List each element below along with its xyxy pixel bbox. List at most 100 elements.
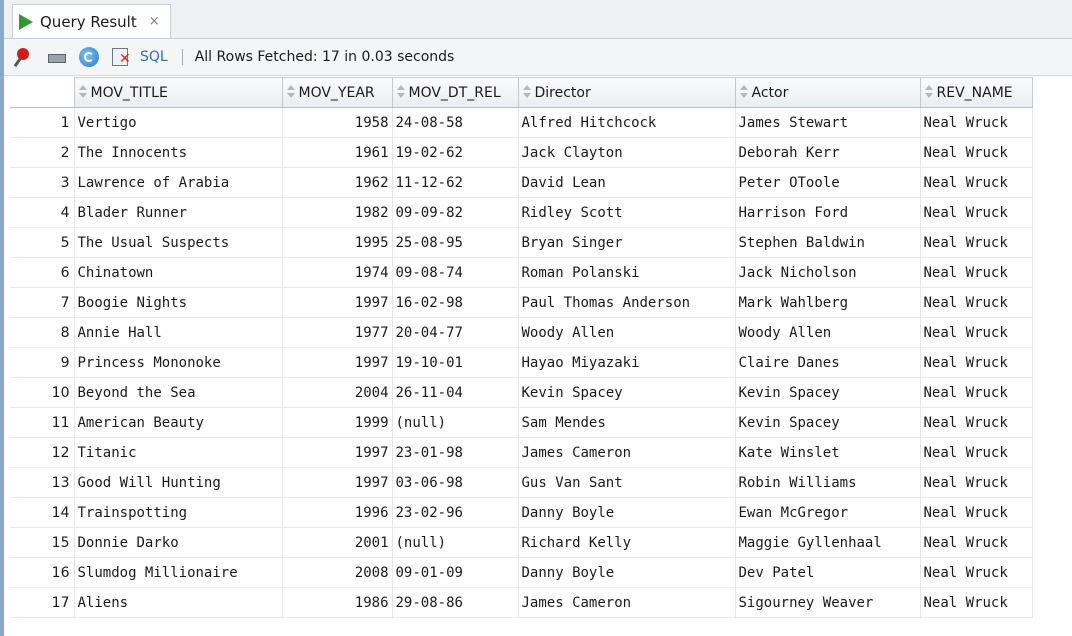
cell-actor[interactable]: Jack Nicholson: [735, 257, 921, 288]
cell-director[interactable]: David Lean: [518, 167, 736, 198]
cell-actor[interactable]: Dev Patel: [735, 557, 921, 588]
cell-mov-title[interactable]: Good Will Hunting: [74, 467, 283, 498]
cell-actor[interactable]: Woody Allen: [735, 317, 921, 348]
sql-button[interactable]: SQL: [140, 49, 168, 65]
cell-rev-name[interactable]: Neal Wruck: [920, 227, 1033, 258]
cell-mov-dt-rel[interactable]: 23-02-96: [392, 497, 519, 528]
row-number[interactable]: 4: [10, 197, 75, 228]
cell-mov-year[interactable]: 1997: [282, 347, 393, 378]
cell-mov-dt-rel[interactable]: 23-01-98: [392, 437, 519, 468]
cell-director[interactable]: Kevin Spacey: [518, 377, 736, 408]
cell-mov-dt-rel[interactable]: (null): [392, 407, 519, 438]
cell-mov-year[interactable]: 1977: [282, 317, 393, 348]
cell-actor[interactable]: Kevin Spacey: [735, 377, 921, 408]
row-number[interactable]: 16: [10, 557, 75, 588]
table-row[interactable]: 12 Titanic 1997 23-01-98 James Cameron Kate W…: [10, 437, 1033, 468]
table-row[interactable]: 8 Annie Hall 1977 20-04-77 Woody Allen Woody …: [10, 317, 1033, 348]
cell-rev-name[interactable]: Neal Wruck: [920, 557, 1033, 588]
cell-mov-year[interactable]: 1997: [282, 287, 393, 318]
cell-mov-dt-rel[interactable]: 09-01-09: [392, 557, 519, 588]
row-number[interactable]: 10: [10, 377, 75, 408]
cell-mov-dt-rel[interactable]: (null): [392, 527, 519, 558]
column-header-mov-title[interactable]: MOV_TITLE: [74, 77, 283, 108]
cell-rev-name[interactable]: Neal Wruck: [920, 257, 1033, 288]
cell-actor[interactable]: Kate Winslet: [735, 437, 921, 468]
cell-mov-dt-rel[interactable]: 26-11-04: [392, 377, 519, 408]
close-icon[interactable]: ×: [148, 14, 160, 29]
cell-rev-name[interactable]: Neal Wruck: [920, 347, 1033, 378]
cell-mov-dt-rel[interactable]: 20-04-77: [392, 317, 519, 348]
cell-rev-name[interactable]: Neal Wruck: [920, 407, 1033, 438]
cell-mov-title[interactable]: Vertigo: [74, 107, 283, 138]
cell-rev-name[interactable]: Neal Wruck: [920, 587, 1033, 618]
cell-mov-year[interactable]: 1961: [282, 137, 393, 168]
table-row[interactable]: 4 Blader Runner 1982 09-09-82 Ridley Scott Ha…: [10, 197, 1033, 228]
row-number[interactable]: 3: [10, 167, 75, 198]
cell-director[interactable]: Ridley Scott: [518, 197, 736, 228]
cell-mov-dt-rel[interactable]: 16-02-98: [392, 287, 519, 318]
cell-actor[interactable]: Kevin Spacey: [735, 407, 921, 438]
row-number[interactable]: 8: [10, 317, 75, 348]
cell-mov-year[interactable]: 1974: [282, 257, 393, 288]
cell-actor[interactable]: Deborah Kerr: [735, 137, 921, 168]
row-number[interactable]: 14: [10, 497, 75, 528]
table-row[interactable]: 1 Vertigo 1958 24-08-58 Alfred Hitchcock Jame…: [10, 107, 1033, 138]
cell-mov-dt-rel[interactable]: 19-10-01: [392, 347, 519, 378]
delete-icon[interactable]: [110, 46, 132, 68]
tab-query-result[interactable]: Query Result ×: [12, 4, 171, 38]
cell-rev-name[interactable]: Neal Wruck: [920, 437, 1033, 468]
cell-mov-title[interactable]: Trainspotting: [74, 497, 283, 528]
cell-mov-title[interactable]: Titanic: [74, 437, 283, 468]
cell-rev-name[interactable]: Neal Wruck: [920, 197, 1033, 228]
row-number[interactable]: 17: [10, 587, 75, 618]
cell-mov-title[interactable]: The Usual Suspects: [74, 227, 283, 258]
table-row[interactable]: 15 Donnie Darko 2001 (null) Richard Kelly Mag…: [10, 527, 1033, 558]
cell-director[interactable]: James Cameron: [518, 587, 736, 618]
cell-mov-dt-rel[interactable]: 19-02-62: [392, 137, 519, 168]
cell-rev-name[interactable]: Neal Wruck: [920, 497, 1033, 528]
cell-actor[interactable]: Peter OToole: [735, 167, 921, 198]
cell-mov-title[interactable]: Donnie Darko: [74, 527, 283, 558]
column-header-director[interactable]: Director: [518, 77, 736, 108]
cell-director[interactable]: Bryan Singer: [518, 227, 736, 258]
cell-mov-dt-rel[interactable]: 03-06-98: [392, 467, 519, 498]
cell-director[interactable]: Danny Boyle: [518, 557, 736, 588]
table-row[interactable]: 2 The Innocents 1961 19-02-62 Jack Clayton De…: [10, 137, 1033, 168]
cell-rev-name[interactable]: Neal Wruck: [920, 287, 1033, 318]
column-header-rev-name[interactable]: REV_NAME: [920, 77, 1033, 108]
refresh-icon[interactable]: [78, 46, 100, 68]
cell-director[interactable]: James Cameron: [518, 437, 736, 468]
cell-mov-year[interactable]: 1995: [282, 227, 393, 258]
cell-mov-year[interactable]: 1997: [282, 467, 393, 498]
table-row[interactable]: 16 Slumdog Millionaire 2008 09-01-09 Danny B…: [10, 557, 1033, 588]
row-number[interactable]: 7: [10, 287, 75, 318]
cell-director[interactable]: Sam Mendes: [518, 407, 736, 438]
cell-actor[interactable]: Sigourney Weaver: [735, 587, 921, 618]
column-header-mov-dt-rel[interactable]: MOV_DT_REL: [392, 77, 519, 108]
cell-mov-year[interactable]: 1997: [282, 437, 393, 468]
cell-mov-year[interactable]: 1962: [282, 167, 393, 198]
column-header-mov-year[interactable]: MOV_YEAR: [282, 77, 393, 108]
row-number[interactable]: 13: [10, 467, 75, 498]
cell-actor[interactable]: James Stewart: [735, 107, 921, 138]
cell-mov-year[interactable]: 1982: [282, 197, 393, 228]
cell-rev-name[interactable]: Neal Wruck: [920, 317, 1033, 348]
cell-mov-year[interactable]: 1958: [282, 107, 393, 138]
cell-director[interactable]: Jack Clayton: [518, 137, 736, 168]
print-icon[interactable]: [46, 46, 68, 68]
cell-director[interactable]: Danny Boyle: [518, 497, 736, 528]
cell-rev-name[interactable]: Neal Wruck: [920, 167, 1033, 198]
cell-mov-year[interactable]: 2008: [282, 557, 393, 588]
cell-actor[interactable]: Robin Williams: [735, 467, 921, 498]
cell-mov-title[interactable]: Blader Runner: [74, 197, 283, 228]
cell-mov-dt-rel[interactable]: 24-08-58: [392, 107, 519, 138]
cell-rev-name[interactable]: Neal Wruck: [920, 527, 1033, 558]
cell-mov-title[interactable]: Lawrence of Arabia: [74, 167, 283, 198]
cell-mov-title[interactable]: Beyond the Sea: [74, 377, 283, 408]
cell-mov-title[interactable]: Chinatown: [74, 257, 283, 288]
row-number[interactable]: 6: [10, 257, 75, 288]
table-row[interactable]: 7 Boogie Nights 1997 16-02-98 Paul Thomas An…: [10, 287, 1033, 318]
table-row[interactable]: 6 Chinatown 1974 09-08-74 Roman Polanski Jack…: [10, 257, 1033, 288]
cell-mov-year[interactable]: 1999: [282, 407, 393, 438]
table-row[interactable]: 5 The Usual Suspects 1995 25-08-95 Bryan Sin…: [10, 227, 1033, 258]
